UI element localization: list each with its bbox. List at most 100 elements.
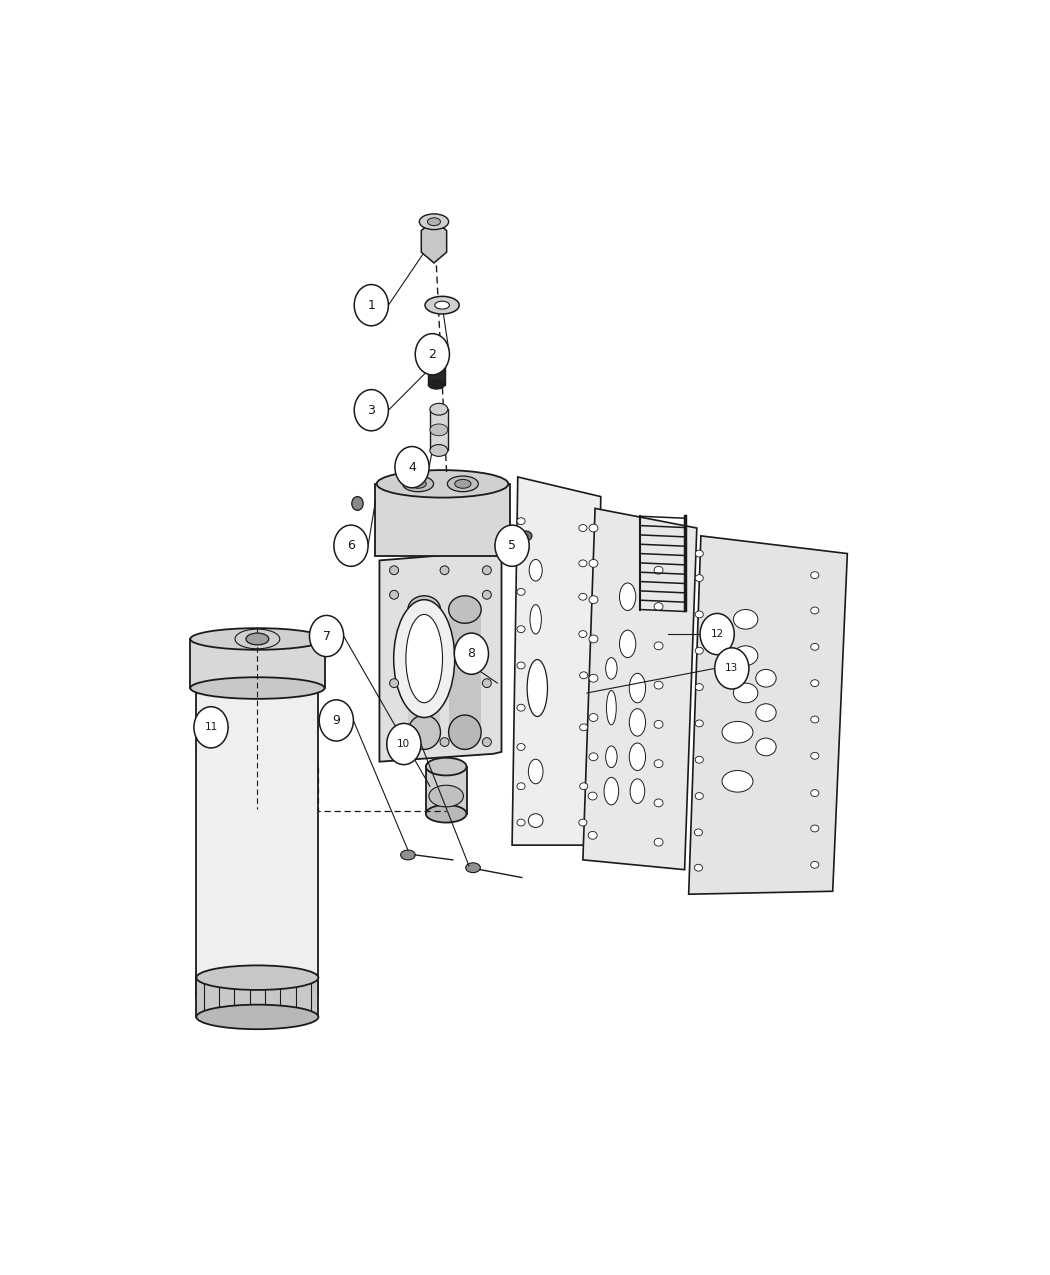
Ellipse shape bbox=[196, 1005, 318, 1029]
Ellipse shape bbox=[654, 799, 663, 807]
Ellipse shape bbox=[756, 704, 776, 722]
Ellipse shape bbox=[402, 476, 434, 492]
Ellipse shape bbox=[427, 218, 441, 226]
Text: 4: 4 bbox=[408, 460, 416, 473]
Ellipse shape bbox=[811, 607, 819, 615]
Ellipse shape bbox=[580, 672, 588, 678]
Bar bbox=[196, 978, 318, 1017]
Ellipse shape bbox=[589, 595, 597, 603]
Bar bbox=[407, 609, 440, 732]
Polygon shape bbox=[689, 536, 847, 894]
Ellipse shape bbox=[606, 658, 617, 680]
Polygon shape bbox=[421, 219, 446, 263]
Ellipse shape bbox=[579, 560, 587, 567]
Ellipse shape bbox=[580, 783, 588, 789]
Bar bbox=[428, 347, 444, 385]
Ellipse shape bbox=[654, 681, 663, 688]
Ellipse shape bbox=[722, 770, 753, 792]
Ellipse shape bbox=[517, 552, 525, 558]
Ellipse shape bbox=[517, 588, 525, 595]
Ellipse shape bbox=[580, 724, 588, 731]
Ellipse shape bbox=[394, 599, 455, 718]
Ellipse shape bbox=[695, 793, 704, 799]
Text: 7: 7 bbox=[322, 630, 331, 643]
Ellipse shape bbox=[629, 743, 646, 770]
Ellipse shape bbox=[517, 626, 525, 632]
Ellipse shape bbox=[654, 838, 663, 847]
Ellipse shape bbox=[529, 560, 542, 581]
Ellipse shape bbox=[390, 738, 399, 746]
Ellipse shape bbox=[429, 403, 447, 416]
Ellipse shape bbox=[589, 674, 597, 682]
Ellipse shape bbox=[811, 680, 819, 686]
Ellipse shape bbox=[811, 789, 819, 797]
Ellipse shape bbox=[695, 611, 704, 618]
Ellipse shape bbox=[695, 648, 704, 654]
Text: 9: 9 bbox=[333, 714, 340, 727]
Circle shape bbox=[495, 525, 529, 566]
Ellipse shape bbox=[528, 759, 543, 784]
Ellipse shape bbox=[407, 595, 441, 623]
Ellipse shape bbox=[190, 677, 324, 699]
Text: 2: 2 bbox=[428, 348, 437, 361]
Text: 1: 1 bbox=[368, 298, 375, 311]
Ellipse shape bbox=[520, 530, 532, 541]
Text: 3: 3 bbox=[368, 404, 375, 417]
Ellipse shape bbox=[756, 738, 776, 756]
Ellipse shape bbox=[722, 722, 753, 743]
Ellipse shape bbox=[196, 965, 318, 989]
Ellipse shape bbox=[410, 479, 426, 488]
Ellipse shape bbox=[695, 575, 704, 581]
Ellipse shape bbox=[419, 214, 448, 230]
Ellipse shape bbox=[517, 743, 525, 751]
Ellipse shape bbox=[377, 470, 508, 497]
Ellipse shape bbox=[654, 760, 663, 768]
Ellipse shape bbox=[811, 571, 819, 579]
Ellipse shape bbox=[756, 669, 776, 687]
Circle shape bbox=[354, 284, 388, 326]
Ellipse shape bbox=[428, 343, 444, 352]
Ellipse shape bbox=[429, 445, 447, 456]
Ellipse shape bbox=[425, 296, 459, 314]
Bar bbox=[448, 609, 481, 732]
Circle shape bbox=[700, 613, 734, 654]
Ellipse shape bbox=[811, 717, 819, 723]
Ellipse shape bbox=[428, 380, 444, 389]
Circle shape bbox=[386, 723, 421, 765]
Ellipse shape bbox=[630, 779, 645, 803]
Ellipse shape bbox=[448, 595, 481, 623]
Ellipse shape bbox=[604, 778, 618, 805]
Ellipse shape bbox=[654, 720, 663, 728]
Ellipse shape bbox=[390, 566, 399, 575]
Ellipse shape bbox=[620, 583, 636, 611]
Ellipse shape bbox=[579, 524, 587, 532]
Ellipse shape bbox=[629, 709, 646, 736]
Ellipse shape bbox=[694, 864, 702, 871]
Ellipse shape bbox=[733, 646, 758, 666]
Bar bbox=[429, 409, 447, 450]
Ellipse shape bbox=[579, 819, 587, 826]
Text: 5: 5 bbox=[508, 539, 517, 552]
Ellipse shape bbox=[588, 831, 597, 839]
Ellipse shape bbox=[517, 819, 525, 826]
Ellipse shape bbox=[390, 678, 399, 687]
Text: 13: 13 bbox=[726, 663, 738, 673]
Circle shape bbox=[415, 334, 449, 375]
Ellipse shape bbox=[517, 662, 525, 669]
Text: 8: 8 bbox=[467, 648, 476, 660]
Ellipse shape bbox=[455, 479, 471, 488]
Circle shape bbox=[715, 648, 749, 689]
Circle shape bbox=[354, 390, 388, 431]
Ellipse shape bbox=[530, 604, 542, 634]
Ellipse shape bbox=[246, 634, 269, 645]
Ellipse shape bbox=[694, 829, 702, 836]
Ellipse shape bbox=[695, 683, 704, 691]
Text: 10: 10 bbox=[397, 740, 411, 748]
Ellipse shape bbox=[448, 715, 481, 750]
Ellipse shape bbox=[695, 550, 704, 557]
Ellipse shape bbox=[589, 752, 597, 761]
Circle shape bbox=[455, 634, 488, 674]
Polygon shape bbox=[379, 551, 502, 761]
Ellipse shape bbox=[695, 756, 704, 764]
Ellipse shape bbox=[606, 746, 617, 768]
